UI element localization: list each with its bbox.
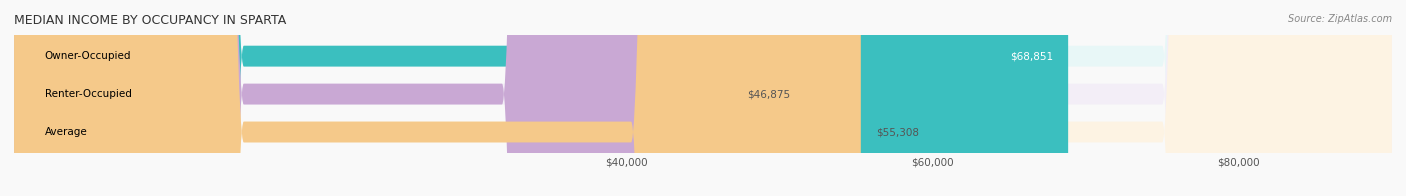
Text: $55,308: $55,308 <box>876 127 920 137</box>
Text: Average: Average <box>45 127 87 137</box>
Text: Owner-Occupied: Owner-Occupied <box>45 51 131 61</box>
FancyBboxPatch shape <box>14 0 860 196</box>
Text: Renter-Occupied: Renter-Occupied <box>45 89 132 99</box>
Text: Source: ZipAtlas.com: Source: ZipAtlas.com <box>1288 14 1392 24</box>
Text: $46,875: $46,875 <box>747 89 790 99</box>
FancyBboxPatch shape <box>14 0 1392 196</box>
Text: $68,851: $68,851 <box>1010 51 1053 61</box>
FancyBboxPatch shape <box>14 0 731 196</box>
FancyBboxPatch shape <box>14 0 1392 196</box>
FancyBboxPatch shape <box>14 0 1069 196</box>
FancyBboxPatch shape <box>14 0 1392 196</box>
Text: MEDIAN INCOME BY OCCUPANCY IN SPARTA: MEDIAN INCOME BY OCCUPANCY IN SPARTA <box>14 14 287 27</box>
